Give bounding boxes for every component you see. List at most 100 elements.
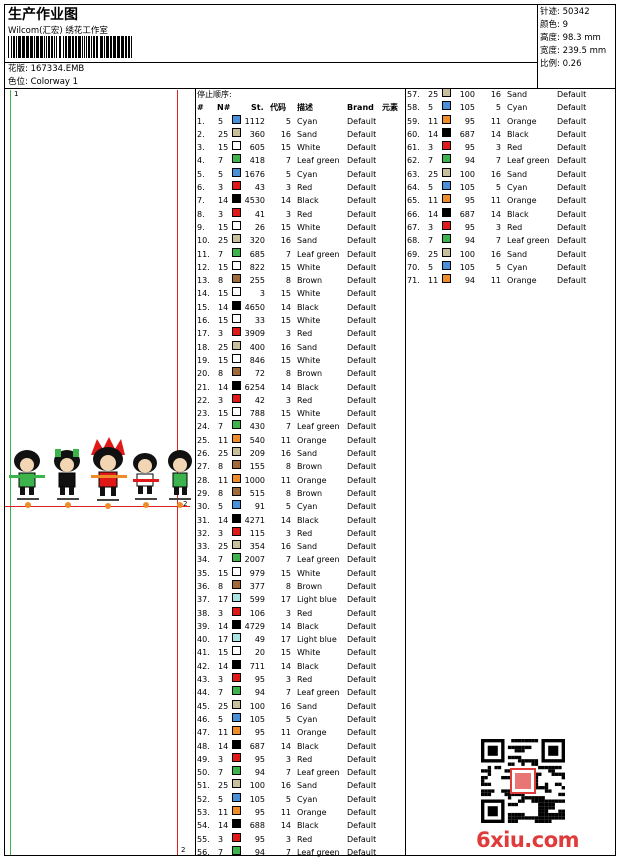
row-needle: 15 [218,289,229,299]
header-element: 元素 [382,103,398,113]
row-index: 14. [197,289,210,299]
row-stitches: 106 [249,608,265,618]
row-index: 39. [197,621,210,631]
color-swatch [232,380,241,390]
row-stitches: 95 [254,728,265,738]
row-code: 16 [280,701,291,711]
row-description: Red [297,834,313,844]
table-row: 12. 15 822 15 White Default [197,260,405,274]
row-stitches: 687 [459,209,475,219]
row-description: Cyan [297,794,318,804]
baseline-guide [5,506,190,507]
row-code: 14 [280,382,291,392]
table-row: 11. 7 685 7 Leaf green Default [197,247,405,261]
row-code: 14 [490,209,501,219]
row-stitches: 95 [254,675,265,685]
row-stitches: 95 [254,834,265,844]
header-index: # [197,103,204,113]
row-index: 68. [407,236,420,246]
row-brand: Default [347,289,377,299]
row-needle: 7 [218,688,224,698]
row-description: Sand [297,129,318,139]
row-brand: Default [347,834,377,844]
preview-divider [195,88,196,856]
row-index: 70. [407,262,420,272]
row-code: 14 [280,821,291,831]
color-swatch [232,194,241,204]
row-index: 62. [407,156,420,166]
table-row: 19. 15 846 15 White Default [197,353,405,367]
row-brand: Default [347,196,377,206]
colorway-label: 色位: Colorway 1 [8,77,79,87]
row-needle: 7 [218,422,224,432]
row-index: 55. [197,834,210,844]
row-code: 15 [280,355,291,365]
row-code: 7 [495,236,501,246]
stitch-count: 针迹: 50342 [540,7,590,17]
row-needle: 3 [428,143,434,153]
row-code: 15 [280,289,291,299]
thread-table-column-1: 停止顺序: # N# St. 代码 描述 Brand 元素 1. 5 1112 5 Cy… [197,88,405,859]
marker-top: 1 [14,90,19,98]
row-description: Cyan [297,169,318,179]
color-swatch [232,287,241,297]
row-needle: 5 [428,262,434,272]
row-code: 11 [490,276,501,286]
row-code: 8 [285,581,291,591]
row-code: 7 [285,249,291,259]
table-row: 43. 3 95 3 Red Default [197,673,405,686]
row-brand: Default [557,169,587,179]
table-row: 61. 3 95 3 Red Default [407,141,615,154]
table-row: 52. 5 105 5 Cyan Default [197,792,405,806]
row-stitches: 94 [464,276,475,286]
row-index: 48. [197,741,210,751]
row-needle: 7 [218,768,224,778]
row-index: 22. [197,395,210,405]
row-description: Black [297,382,319,392]
row-brand: Default [347,847,377,857]
row-stitches: 1000 [244,475,265,485]
color-swatch [442,167,451,177]
row-description: Black [507,129,529,139]
table-row: 37. 17 599 17 Light blue Default [197,593,405,606]
row-brand: Default [347,821,377,831]
color-swatch [232,260,241,270]
color-swatch [232,300,241,310]
table-row: 29. 8 515 8 Brown Default [197,486,405,500]
table-row: 58. 5 105 5 Cyan Default [407,101,615,114]
row-index: 60. [407,129,420,139]
color-swatch [442,154,451,164]
row-stitches: 599 [249,595,265,605]
color-swatch [232,593,241,603]
row-stitches: 822 [249,262,265,272]
row-index: 35. [197,568,210,578]
row-description: Red [297,183,313,193]
color-swatch [232,340,241,350]
row-stitches: 711 [249,661,265,671]
color-swatch [232,766,241,776]
row-code: 15 [280,143,291,153]
row-index: 27. [197,462,210,472]
color-swatch [232,114,241,124]
table-row: 39. 14 4729 14 Black Default [197,619,405,633]
row-code: 11 [490,116,501,126]
row-stitches: 4729 [244,621,265,631]
color-swatch [232,353,241,363]
table-row: 55. 3 95 3 Red Default [197,832,405,846]
row-brand: Default [347,808,377,818]
row-index: 13. [197,276,210,286]
row-code: 8 [285,488,291,498]
row-needle: 14 [218,382,229,392]
row-index: 31. [197,515,210,525]
row-code: 15 [280,262,291,272]
row-needle: 14 [218,196,229,206]
row-description: White [297,222,321,232]
header-code: 代码 [270,103,286,113]
table-row: 22. 3 42 3 Red Default [197,393,405,407]
color-swatch [232,526,241,536]
row-description: Red [297,209,313,219]
color-swatch [442,207,451,217]
row-code: 14 [280,621,291,631]
row-description: Light blue [297,595,337,605]
row-code: 16 [280,129,291,139]
